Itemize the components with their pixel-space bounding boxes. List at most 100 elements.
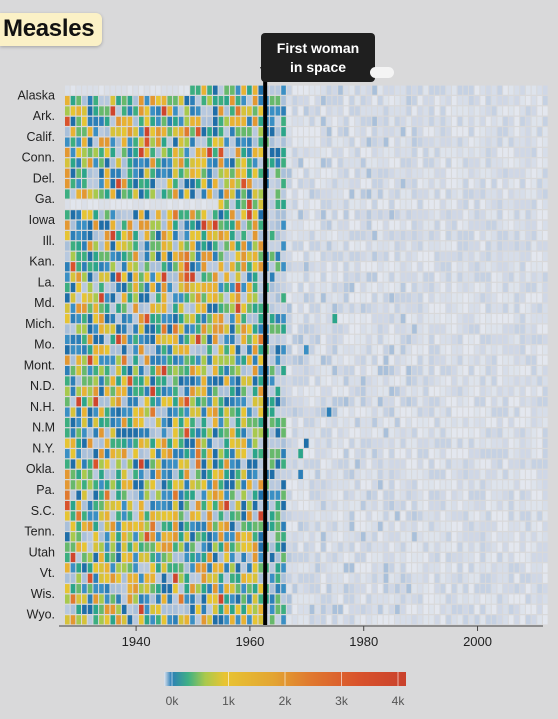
heatmap-cell <box>400 116 406 126</box>
heatmap-cell <box>190 376 195 386</box>
heatmap-cell <box>127 365 133 376</box>
heatmap-cell <box>116 324 121 334</box>
heatmap-cell <box>178 563 184 573</box>
heatmap-cell <box>497 210 503 220</box>
heatmap-cell <box>531 179 537 189</box>
heatmap-cell <box>440 552 446 563</box>
heatmap-cell <box>195 85 201 95</box>
heatmap-cell <box>247 532 252 542</box>
heatmap-cell <box>93 397 99 407</box>
heatmap-cell <box>412 615 417 625</box>
heatmap-cell <box>269 511 275 521</box>
heatmap-cell <box>389 604 394 615</box>
heatmap-cell <box>349 615 355 625</box>
heatmap-cell <box>366 500 372 511</box>
heatmap-cell <box>99 314 104 324</box>
heatmap-cell <box>190 511 195 521</box>
heatmap-cell <box>281 137 286 147</box>
heatmap-cell <box>389 365 394 376</box>
heatmap-cell <box>451 116 457 126</box>
heatmap-cell <box>173 542 178 552</box>
heatmap-cell <box>543 116 548 126</box>
heatmap-cell <box>298 594 303 604</box>
heatmap-cell <box>235 584 241 594</box>
heatmap-cell <box>224 116 229 126</box>
heatmap-cell <box>292 293 298 303</box>
heatmap-cell <box>178 573 184 583</box>
row-label: Wis. <box>31 587 55 601</box>
heatmap-cell <box>406 293 412 303</box>
heatmap-cell <box>434 262 440 272</box>
heatmap-cell <box>457 230 463 241</box>
heatmap-cell <box>520 241 525 251</box>
heatmap-cell <box>389 615 394 625</box>
heatmap-cell <box>355 116 360 126</box>
heatmap-cell <box>269 386 275 396</box>
heatmap-cell <box>87 324 93 334</box>
heatmap-cell <box>65 407 70 417</box>
heatmap-cell <box>514 272 520 282</box>
heatmap-cell <box>503 563 508 573</box>
heatmap-cell <box>343 417 349 428</box>
heatmap-cell <box>531 459 537 469</box>
row-label: Ark. <box>33 109 55 123</box>
heatmap-cell <box>161 220 167 230</box>
heatmap-cell <box>87 168 93 178</box>
heatmap-cell <box>195 106 201 116</box>
heatmap-cell <box>235 552 241 563</box>
heatmap-cell <box>116 500 121 511</box>
heatmap-cell <box>474 490 480 500</box>
heatmap-cell <box>286 116 292 126</box>
heatmap-cell <box>543 272 548 282</box>
heatmap-cell <box>218 230 224 241</box>
heatmap-cell <box>395 251 400 261</box>
heatmap-cell <box>537 386 542 396</box>
heatmap-cell <box>87 500 93 511</box>
scroll-handle[interactable] <box>370 67 394 78</box>
heatmap-cell <box>292 563 298 573</box>
heatmap-cell <box>457 168 463 178</box>
heatmap-cell <box>463 334 468 345</box>
heatmap-cell <box>281 262 286 272</box>
heatmap-cell <box>537 428 542 438</box>
heatmap-cell <box>366 241 372 251</box>
heatmap-cell <box>383 521 389 531</box>
heatmap-cell <box>520 147 525 158</box>
heatmap-cell <box>292 179 298 189</box>
heatmap-cell <box>76 459 81 469</box>
heatmap-cell <box>110 345 116 355</box>
heatmap-cell <box>543 95 548 106</box>
heatmap-cell <box>82 95 87 106</box>
heatmap-cell <box>491 417 497 428</box>
heatmap-cell <box>355 158 360 168</box>
heatmap-cell <box>190 365 195 376</box>
heatmap-cell <box>167 584 173 594</box>
heatmap-cell <box>195 459 201 469</box>
heatmap-cell <box>434 542 440 552</box>
heatmap-cell <box>212 386 218 396</box>
heatmap-cell <box>434 521 440 531</box>
heatmap-cell <box>451 314 457 324</box>
heatmap-cell <box>76 116 81 126</box>
heatmap-cell <box>503 407 508 417</box>
heatmap-cell <box>304 334 309 345</box>
heatmap-cell <box>190 220 195 230</box>
heatmap-cell <box>474 428 480 438</box>
heatmap-cell <box>150 345 155 355</box>
heatmap-cell <box>161 365 167 376</box>
heatmap-cell <box>133 272 138 282</box>
heatmap-cell <box>463 199 468 210</box>
heatmap-cell <box>173 386 178 396</box>
heatmap-cell <box>184 137 190 147</box>
heatmap-cell <box>104 230 110 241</box>
heatmap-cell <box>480 480 486 490</box>
heatmap-cell <box>201 417 207 428</box>
heatmap-cell <box>497 199 503 210</box>
heatmap-cell <box>537 85 542 95</box>
heatmap-cell <box>355 168 360 178</box>
heatmap-cell <box>298 324 303 334</box>
heatmap-cell <box>173 85 178 95</box>
heatmap-cell <box>76 469 81 480</box>
heatmap-cell <box>326 116 332 126</box>
heatmap-cell <box>451 407 457 417</box>
